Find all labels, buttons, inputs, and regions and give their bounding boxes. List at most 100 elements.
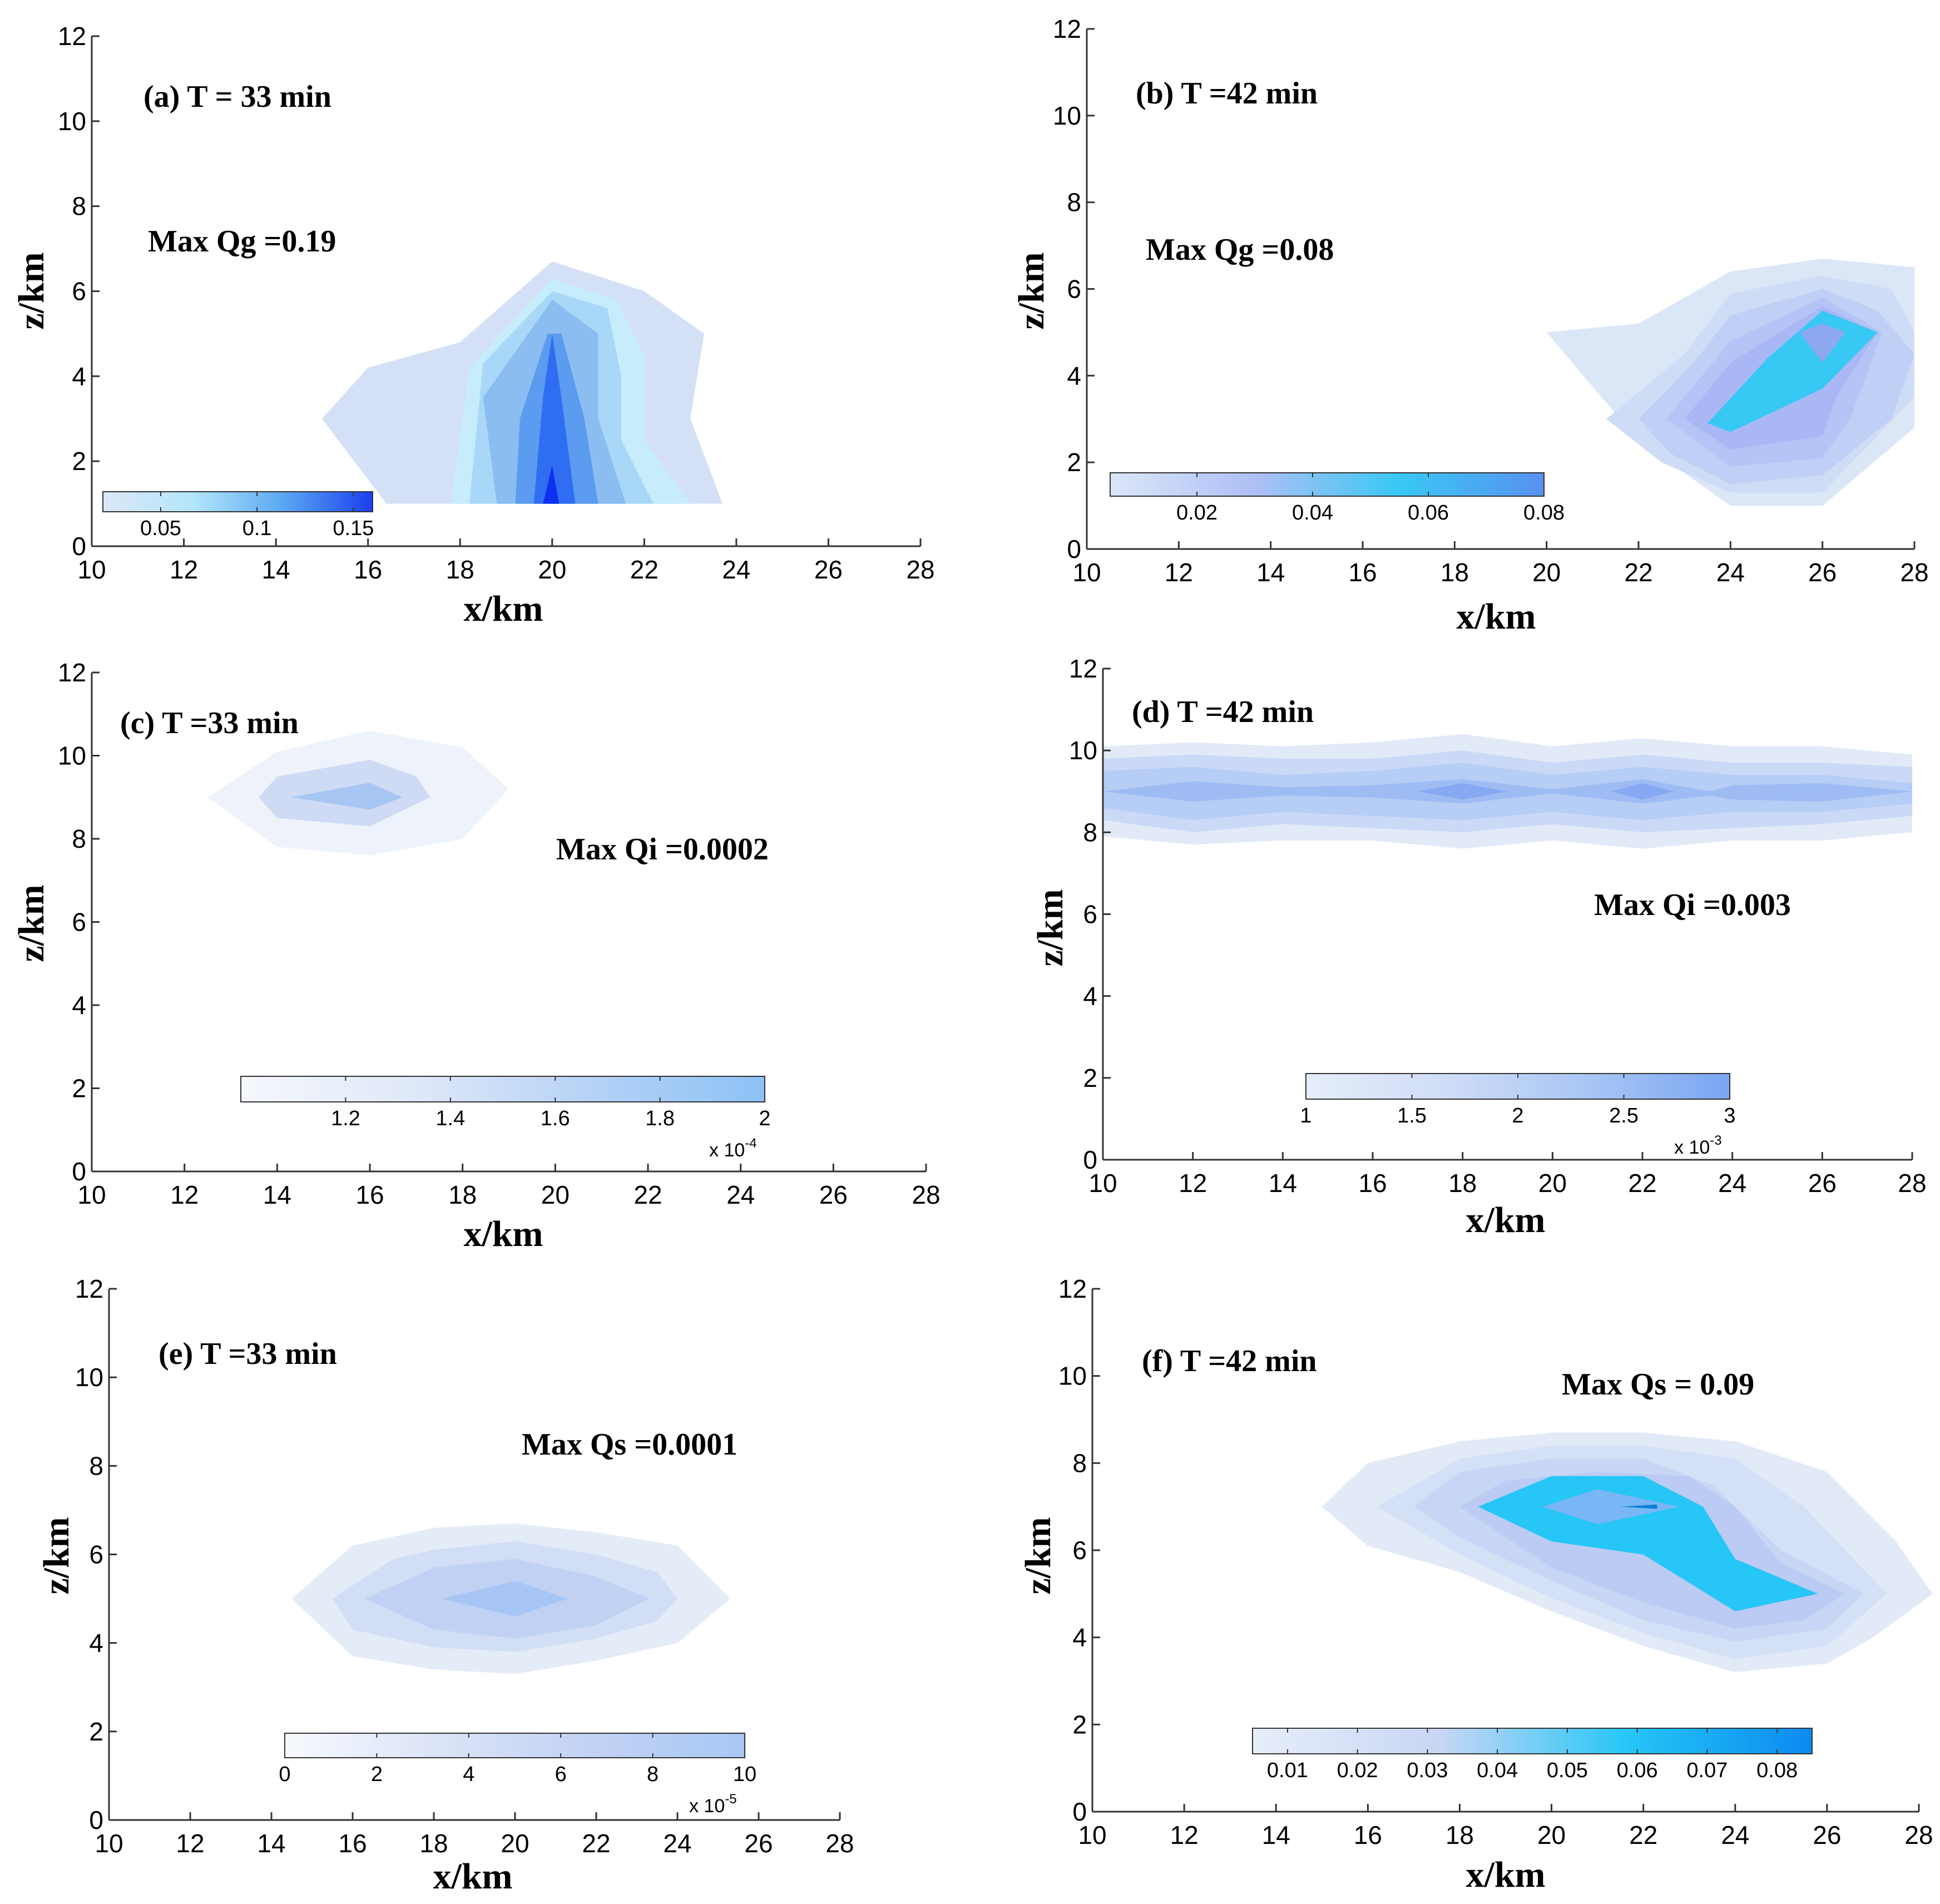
colorbar: 0.02 0.04 0.06 0.08	[1110, 472, 1565, 525]
x-tick-label: 20	[501, 1829, 529, 1858]
x-tick-label: 24	[722, 555, 750, 584]
panel-title: (c) T =33 min	[120, 706, 299, 740]
y-tick-label: 12	[58, 22, 86, 51]
panel-title: (a) T = 33 min	[143, 80, 331, 114]
y-tick-label: 10	[58, 107, 86, 136]
x-tick-label: 26	[819, 1180, 848, 1209]
y-axis-label: z/km	[1030, 889, 1071, 966]
x-tick-label: 22	[630, 555, 659, 584]
y-tick-label: 4	[1072, 1623, 1087, 1652]
x-tick-label: 20	[541, 1180, 570, 1209]
colorbar-tick-label: 1.5	[1397, 1104, 1427, 1127]
y-tick-label: 0	[89, 1806, 103, 1834]
colorbar: 1 1.5 2 2.5 3x 10-3	[1300, 1073, 1736, 1158]
y-tick-label: 8	[72, 824, 86, 853]
x-tick-label: 26	[1813, 1821, 1841, 1849]
x-tick-label: 20	[1538, 1169, 1567, 1198]
x-tick-label: 14	[262, 555, 290, 584]
colorbar-tick-label: 1.2	[331, 1107, 360, 1130]
contour-region	[533, 333, 576, 504]
colorbar-exponent-power: -3	[1710, 1133, 1721, 1148]
panel-title: (f) T =42 min	[1142, 1344, 1317, 1378]
contour-layers	[1103, 734, 1912, 849]
x-tick-label: 14	[257, 1829, 285, 1858]
x-tick-label: 12	[1179, 1169, 1207, 1198]
panel-title: (e) T =33 min	[159, 1337, 337, 1371]
y-tick-label: 4	[72, 991, 86, 1020]
colorbar-tick-label: 0.08	[1756, 1759, 1798, 1782]
y-tick-label: 2	[72, 447, 86, 476]
x-axis-label: x/km	[1466, 1854, 1545, 1895]
max-annotation: Max Qg =0.08	[1146, 233, 1334, 267]
colorbar-tick-label: 0.01	[1267, 1759, 1308, 1782]
y-tick-label: 10	[1058, 1362, 1087, 1391]
contour-region	[543, 465, 560, 504]
x-tick-label: 10	[1072, 558, 1101, 587]
colorbar-tick-label: 0.1	[242, 517, 272, 540]
contour-region	[291, 783, 403, 810]
contour-layers	[207, 730, 509, 855]
y-tick-label: 2	[1083, 1064, 1097, 1092]
colorbar-tick-label: 2	[1512, 1104, 1523, 1127]
colorbar-exponent-power: -5	[725, 1792, 736, 1807]
colorbar-tick-label: 0.06	[1408, 501, 1449, 525]
y-axis-label: z/km	[36, 1517, 77, 1594]
colorbar-tick-label: 0.07	[1686, 1759, 1728, 1782]
y-axis-label: z/km	[11, 884, 52, 962]
contour-region	[1417, 783, 1508, 800]
x-tick-label: 22	[1624, 558, 1652, 587]
y-tick-label: 0	[1072, 1797, 1087, 1826]
y-axis-label: z/km	[11, 252, 52, 329]
x-tick-label: 14	[1269, 1169, 1297, 1198]
y-tick-label: 8	[1072, 1448, 1087, 1477]
x-tick-label: 26	[814, 555, 843, 584]
x-tick-label: 12	[170, 555, 198, 584]
y-axis-label: z/km	[1011, 252, 1052, 329]
x-tick-label: 16	[1358, 1169, 1387, 1198]
max-annotation: Max Qs =0.0001	[522, 1427, 738, 1462]
x-tick-label: 12	[1165, 558, 1193, 587]
y-tick-label: 12	[1053, 14, 1081, 43]
x-tick-label: 16	[354, 555, 382, 584]
x-tick-label: 28	[912, 1180, 940, 1209]
y-tick-label: 8	[89, 1451, 103, 1480]
x-tick-label: 24	[726, 1180, 755, 1209]
colorbar-tick-label: 1.8	[645, 1107, 675, 1130]
y-tick-label: 12	[75, 1274, 103, 1303]
colorbar-tick-label: 0.08	[1523, 501, 1565, 525]
x-tick-label: 14	[1256, 558, 1285, 587]
x-tick-label: 16	[1348, 558, 1377, 587]
colorbar-tick-label: 0	[279, 1763, 290, 1786]
colorbar: 0.05 0.1 0.15	[102, 491, 374, 540]
panel-title: (b) T =42 min	[1136, 76, 1318, 111]
colorbar-bar	[1252, 1728, 1813, 1754]
x-axis-label: x/km	[1466, 1200, 1545, 1240]
colorbar-exponent: x 10-4	[709, 1136, 757, 1161]
x-tick-label: 10	[1078, 1821, 1106, 1849]
max-annotation: Max Qs = 0.09	[1562, 1367, 1754, 1402]
contour-layers	[1546, 259, 1914, 506]
x-axis-label: x/km	[433, 1856, 512, 1897]
colorbar-tick-label: 0.05	[1547, 1759, 1588, 1782]
x-tick-label: 24	[1716, 558, 1745, 587]
colorbar-tick-label: 2	[759, 1107, 770, 1130]
x-axis-label: x/km	[463, 1214, 543, 1254]
y-tick-label: 2	[1072, 1710, 1087, 1739]
x-tick-label: 20	[538, 555, 566, 584]
contour-region	[1799, 323, 1845, 363]
y-tick-label: 12	[1058, 1274, 1087, 1303]
y-tick-label: 0	[1067, 535, 1081, 563]
x-tick-label: 18	[1448, 1169, 1477, 1198]
colorbar-tick-label: 2	[371, 1763, 383, 1786]
y-axis-label: z/km	[1018, 1517, 1058, 1594]
x-tick-label: 28	[825, 1829, 854, 1858]
